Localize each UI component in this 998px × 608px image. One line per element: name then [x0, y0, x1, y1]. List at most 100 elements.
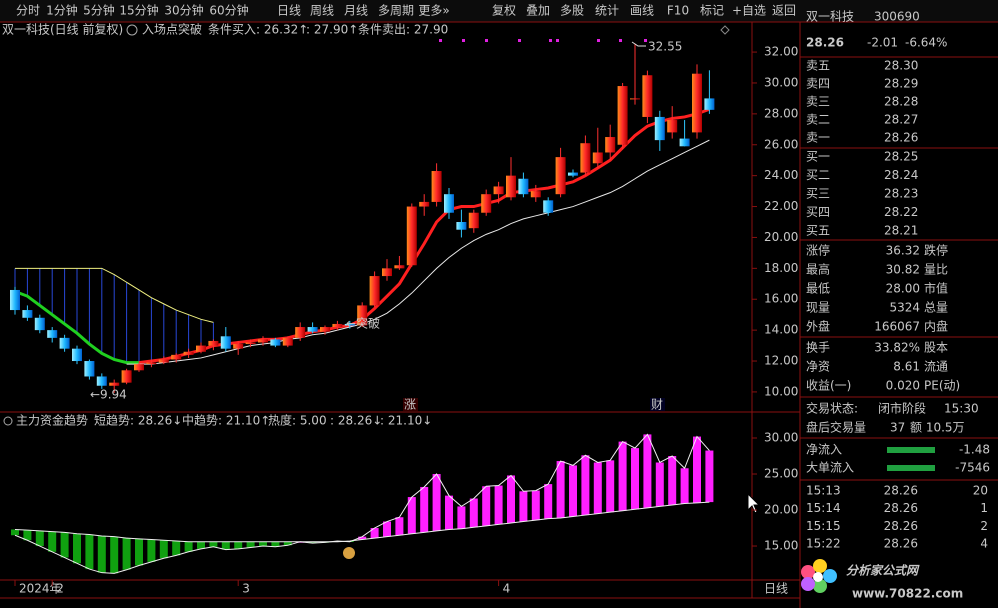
candle-body — [692, 73, 702, 133]
tool-button[interactable]: 多股 — [560, 4, 584, 18]
badge — [403, 398, 418, 411]
tool-button[interactable]: F10 — [667, 4, 689, 18]
status-value: 闭市阶段 — [878, 401, 926, 416]
bar — [420, 486, 429, 533]
stat-label: 内盘 — [924, 319, 948, 334]
period-tab[interactable]: 周线 — [310, 4, 334, 18]
tool-button[interactable]: 标记 — [700, 4, 724, 18]
period-tab[interactable]: 月线 — [344, 4, 368, 18]
stat-label: PE(动) — [924, 379, 960, 393]
trade-volume: 2 — [980, 519, 988, 533]
candle-body — [183, 351, 194, 355]
dropdown-icon[interactable] — [126, 24, 138, 36]
stat-label: 总量 — [924, 301, 948, 315]
bid-price: 28.24 — [884, 168, 918, 182]
candle-body — [233, 344, 244, 349]
tool-button[interactable]: 复权 — [492, 4, 516, 18]
toolbar-bg — [0, 0, 998, 22]
period-tab[interactable]: 更多» — [418, 4, 449, 18]
flow-bar — [887, 447, 935, 453]
trade-price: 28.26 — [884, 537, 918, 551]
candle-body — [617, 86, 628, 145]
y-tick-label: 32.00 — [764, 45, 798, 59]
x-tick-label: 2 — [56, 582, 64, 596]
tool-button[interactable]: 统计 — [595, 4, 619, 18]
stat-label: 净资 — [806, 360, 830, 374]
ask-price: 28.29 — [884, 77, 918, 91]
stat-value: 166067 — [874, 320, 920, 334]
candle-body — [158, 359, 169, 363]
stat-label: 外盘 — [806, 319, 830, 334]
tool-button[interactable]: 叠加 — [526, 4, 550, 18]
trade-price: 28.26 — [884, 519, 918, 533]
ask-label: 卖四 — [806, 77, 830, 91]
period-tab[interactable]: 分时 — [16, 4, 40, 18]
candle-body — [320, 327, 330, 332]
y-tick-label: 25.00 — [764, 467, 798, 481]
dropdown-icon[interactable] — [3, 416, 13, 426]
ask-price: 28.28 — [884, 95, 918, 109]
trade-time: 15:15 — [806, 519, 841, 533]
tool-button[interactable]: +自选 — [732, 4, 766, 18]
tool-button[interactable]: 画线 — [630, 4, 654, 18]
period-tab[interactable]: 5分钟 — [83, 3, 115, 18]
bar — [705, 450, 714, 503]
indicator-value: : 27.90↑ — [306, 23, 358, 37]
bar — [159, 540, 168, 559]
period-tab[interactable]: 日线 — [277, 4, 301, 18]
y-tick-label: 22.00 — [764, 199, 798, 213]
candle-body — [357, 305, 368, 326]
candle-body — [468, 212, 479, 229]
status-extra: 15:30 — [944, 402, 979, 416]
period-tab[interactable]: 30分钟 — [164, 3, 203, 18]
status-extra: 额 10.5万 — [910, 421, 965, 435]
candle-body — [444, 194, 454, 213]
ask-label: 卖二 — [806, 113, 830, 127]
candle-body — [84, 361, 95, 377]
bid-label: 买一 — [806, 150, 830, 164]
tool-button[interactable]: 返回 — [772, 4, 796, 18]
bar — [544, 484, 553, 519]
flow-value: -7546 — [955, 461, 990, 475]
candle-body — [456, 221, 467, 230]
candle-body — [506, 175, 516, 198]
stat-value: 28.00 — [886, 282, 920, 296]
bar — [668, 456, 677, 505]
bar — [308, 541, 317, 544]
price-change: -2.01 — [867, 36, 898, 50]
candle-body — [245, 342, 256, 345]
period-tab[interactable]: 多周期 — [378, 4, 414, 18]
trade-time: 15:13 — [806, 484, 841, 498]
watermark-url: www.70822.com — [852, 587, 963, 601]
candle-body — [704, 98, 715, 110]
candle-body — [196, 345, 206, 352]
indicator-value: : 28.26↓ — [330, 414, 382, 428]
bar — [469, 498, 478, 528]
candle-body — [344, 323, 355, 326]
status-label: 交易状态: — [806, 401, 858, 416]
indicator-value: : 21.10↓ — [380, 414, 432, 428]
stock-name: 双一科技 — [806, 10, 854, 24]
badge-text: 涨 — [404, 397, 416, 412]
candle-body — [406, 206, 417, 266]
stat-label: 跌停 — [924, 243, 948, 258]
ask-label: 卖五 — [806, 59, 830, 73]
period-tab[interactable]: 60分钟 — [209, 3, 248, 18]
watermark-title: 分析家公式网 — [846, 564, 920, 578]
stat-value: 0.020 — [886, 379, 920, 393]
mid-trend-line — [14, 501, 710, 543]
period-tab[interactable]: 15分钟 — [119, 3, 158, 18]
candle-body — [47, 330, 58, 338]
candle-body — [59, 337, 70, 349]
bar — [135, 538, 143, 566]
candle-body — [96, 376, 107, 386]
indicator-name[interactable]: 入场点突破 — [142, 22, 202, 37]
badge-text: 财 — [651, 398, 663, 412]
period-tab[interactable]: 1分钟 — [46, 3, 78, 18]
indicator-line — [14, 290, 139, 365]
y-tick-label: 30.00 — [764, 431, 798, 445]
bar — [221, 541, 230, 550]
bar — [618, 441, 627, 511]
ask-price: 28.27 — [884, 113, 918, 127]
annotation: ←9.94 — [90, 388, 127, 402]
